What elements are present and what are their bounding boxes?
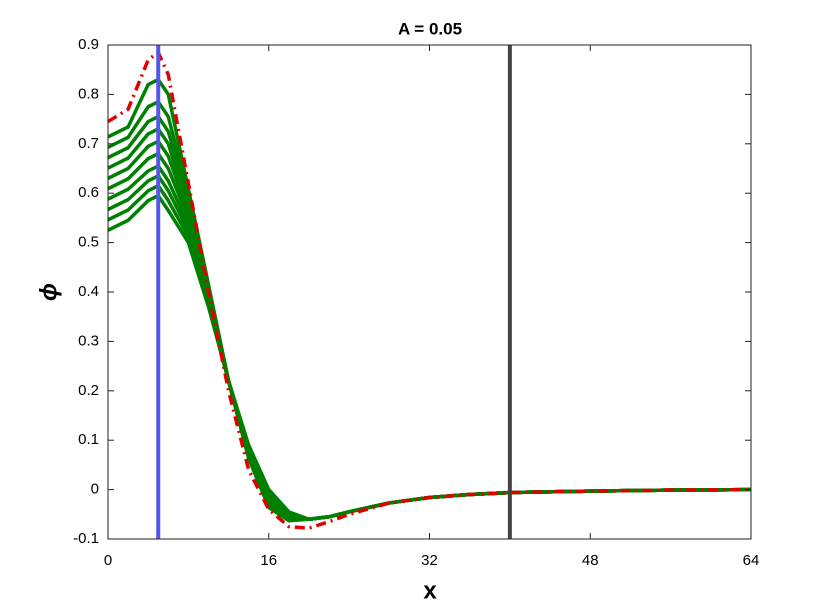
y-tick-label: 0.2 [78, 382, 99, 399]
y-tick-label: 0.7 [78, 135, 99, 152]
y-tick-label: -0.1 [73, 530, 99, 547]
x-tick-label: 32 [421, 552, 438, 569]
y-tick-label: 0.6 [78, 184, 99, 201]
chart-title: A = 0.05 [398, 19, 462, 38]
x-tick-label: 64 [743, 552, 760, 569]
y-tick-label: 0 [91, 481, 99, 498]
y-tick-label: 0.8 [78, 85, 99, 102]
x-axis-label: x [423, 577, 437, 604]
y-tick-label: 0.4 [78, 283, 99, 300]
y-tick-label: 0.5 [78, 234, 99, 251]
y-tick-label: 0.1 [78, 431, 99, 448]
y-tick-label: 0.9 [78, 36, 99, 53]
y-axis-label: ϕ [35, 283, 62, 301]
x-tick-label: 48 [582, 552, 599, 569]
y-tick-label: 0.3 [78, 332, 99, 349]
data-line [107, 50, 752, 530]
x-tick-label: 16 [260, 552, 277, 569]
x-tick-label: 0 [104, 552, 112, 569]
